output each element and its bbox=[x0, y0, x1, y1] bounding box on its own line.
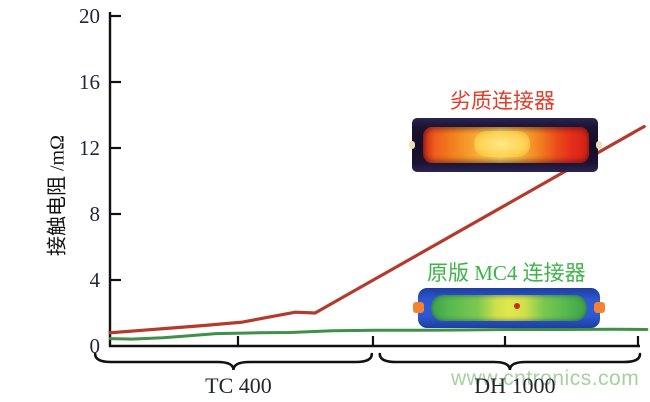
y-tick-label: 4 bbox=[90, 268, 101, 292]
group-label-1: DH 1000 bbox=[474, 373, 555, 398]
bad-connector-label: 劣质连接器 bbox=[450, 89, 555, 113]
cable-mark-right bbox=[596, 141, 602, 149]
cable-glow-left bbox=[413, 302, 424, 313]
brace-1 bbox=[378, 352, 642, 371]
y-tick-label: 16 bbox=[79, 70, 100, 94]
series-line-0 bbox=[108, 124, 646, 335]
group-label-0: TC 400 bbox=[205, 373, 272, 398]
mc4-connector-label: 原版 MC4 连接器 bbox=[427, 261, 586, 285]
bad-connector-hotspot bbox=[474, 131, 530, 157]
brace-0 bbox=[93, 352, 374, 371]
y-axis-title: 接触电阻 /mΩ bbox=[46, 135, 69, 256]
cable-mark-left bbox=[409, 141, 415, 149]
axes bbox=[108, 12, 640, 348]
series-line-1 bbox=[108, 327, 649, 341]
mc4-connector-thermal-image bbox=[413, 288, 605, 328]
y-tick-label: 12 bbox=[79, 136, 100, 160]
watermark: www.cntronics.com bbox=[451, 367, 640, 390]
mc4-connector-hotspot bbox=[514, 303, 520, 309]
cable-glow-right bbox=[594, 302, 605, 313]
mc4-connector-body bbox=[431, 295, 587, 321]
y-tick-label: 0 bbox=[90, 334, 101, 358]
y-tick-label: 8 bbox=[90, 202, 101, 226]
bad-connector-thermal-image bbox=[409, 118, 602, 172]
y-tick-label: 20 bbox=[79, 4, 100, 28]
